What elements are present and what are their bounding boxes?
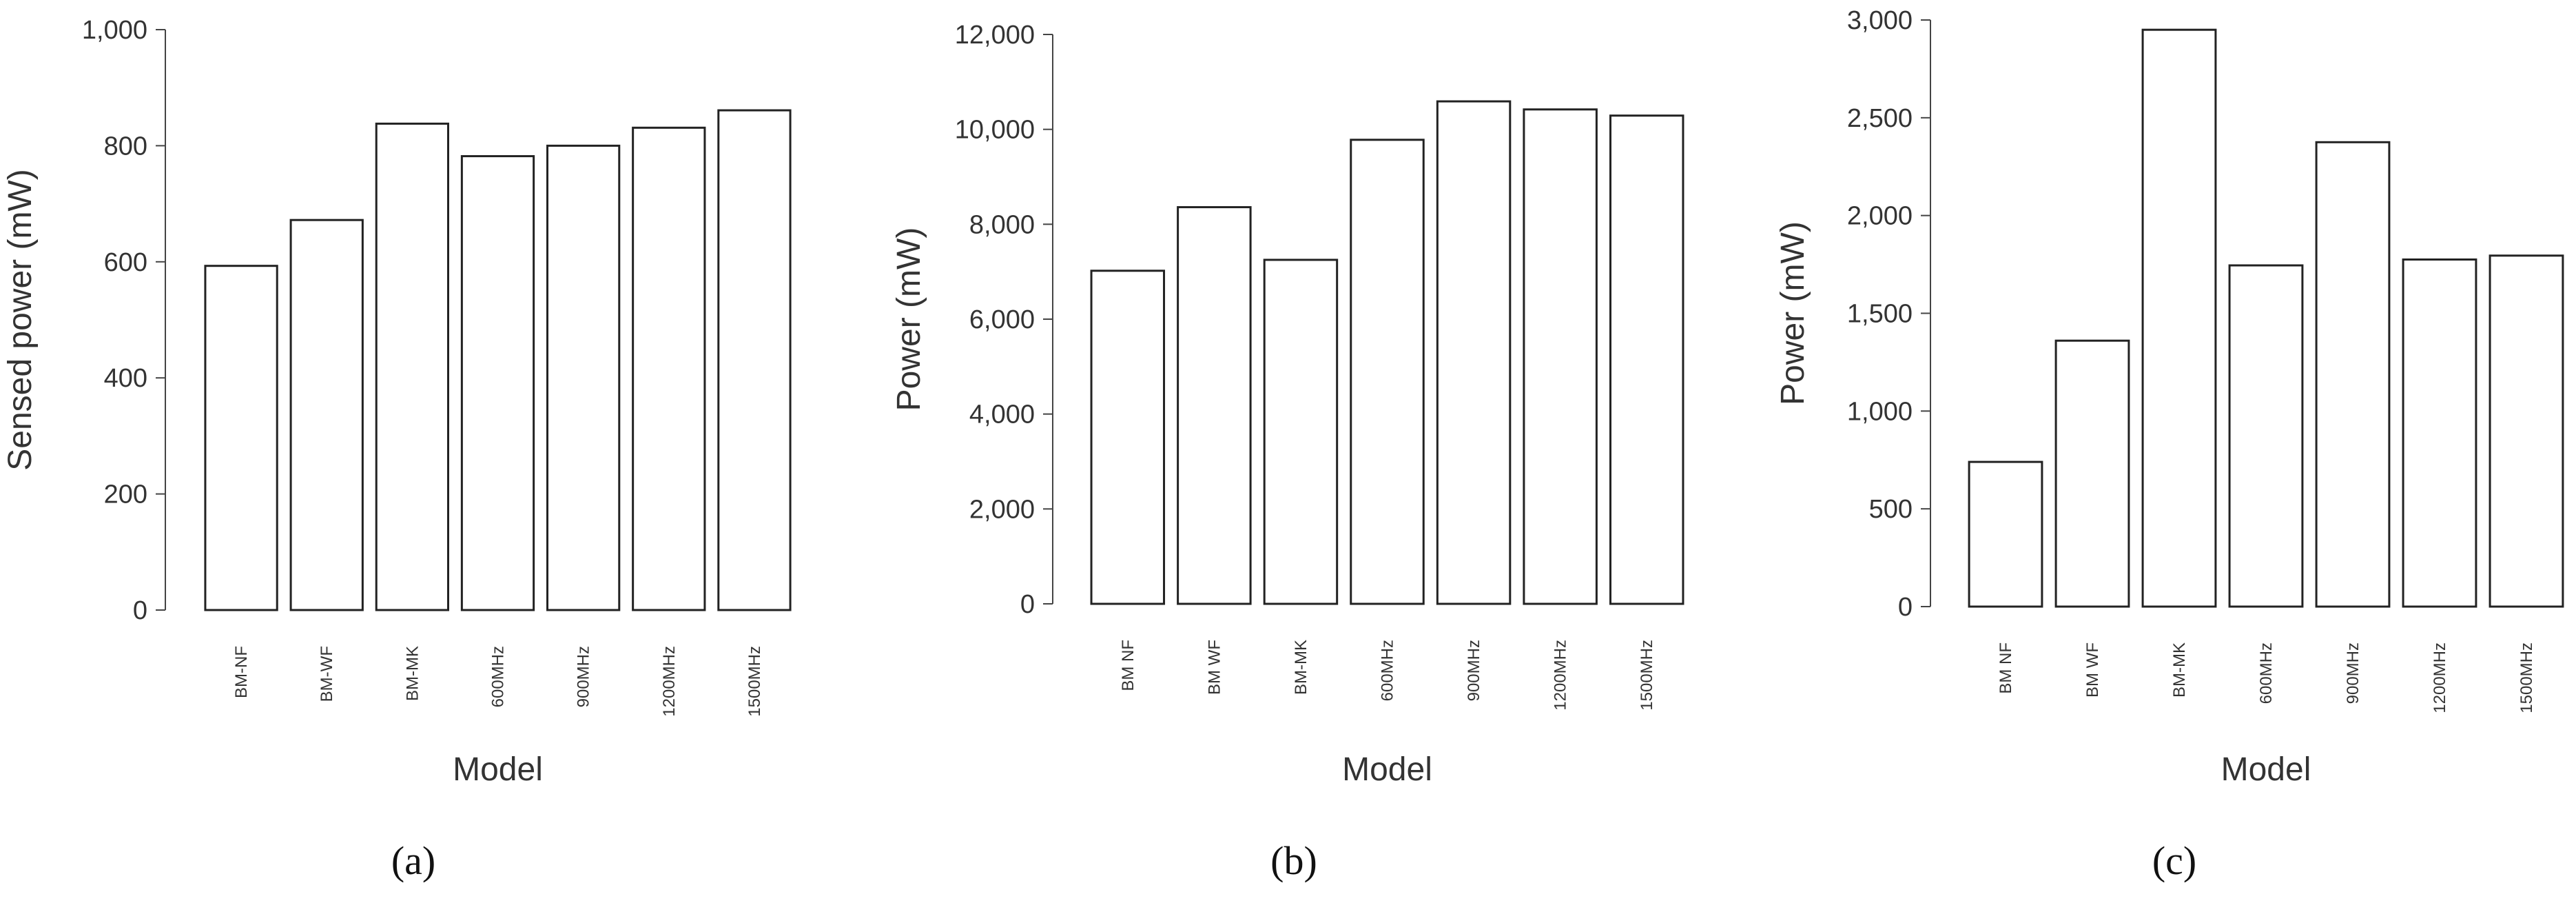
x-tick-label-0-4: 900MHz xyxy=(575,646,593,707)
y-tick-label-1-3: 6,000 xyxy=(969,305,1035,334)
x-tick-label-2-0: BM NF xyxy=(1997,642,2015,694)
y-tick-label-1-1: 2,000 xyxy=(969,495,1035,524)
y-tick-label-2-2: 1,000 xyxy=(1847,397,1913,426)
y-tick-label-0-4: 800 xyxy=(104,132,147,161)
x-tick-label-1-4: 900MHz xyxy=(1465,640,1483,701)
x-tick-label-1-3: 600MHz xyxy=(1379,640,1397,701)
x-tick-label-1-0: BM NF xyxy=(1119,640,1137,691)
x-tick-label-2-2: BM-MK xyxy=(2170,642,2189,698)
chart-panel-2: 0 500 1,000 1,500 2,000 2,500 3,000 BM NF BM WF B… xyxy=(1775,6,2564,883)
bar-2-0 xyxy=(1968,460,2043,608)
y-tick-label-1-2: 4,000 xyxy=(969,400,1035,429)
y-tick-label-1-6: 12,000 xyxy=(955,21,1035,50)
y-tick-label-1-4: 8,000 xyxy=(969,210,1035,239)
y-tick-label-0-0: 0 xyxy=(133,596,147,625)
y-axis-title-1: Power (mW) xyxy=(891,227,927,412)
x-tick-label-0-6: 1500MHz xyxy=(745,646,764,717)
bar-1-5 xyxy=(1523,108,1598,605)
x-tick-label-2-3: 600MHz xyxy=(2257,642,2276,704)
x-tick-label-1-1: BM WF xyxy=(1205,640,1224,695)
x-tick-label-1-5: 1200MHz xyxy=(1552,640,1570,711)
bar-0-6 xyxy=(717,109,792,611)
y-tick-label-0-1: 200 xyxy=(104,480,147,509)
bar-2-5 xyxy=(2402,258,2477,608)
panel-label-2: (c) xyxy=(2152,838,2196,883)
y-tick-label-0-3: 600 xyxy=(104,248,147,277)
x-tick-label-2-5: 1200MHz xyxy=(2431,642,2449,713)
x-axis-title-1: Model xyxy=(1342,751,1432,788)
bar-1-6 xyxy=(1609,114,1684,605)
x-tick-label-0-1: BM-WF xyxy=(318,646,336,702)
panel-label-0: (a) xyxy=(391,838,435,883)
bar-1-3 xyxy=(1350,139,1425,605)
bar-1-4 xyxy=(1436,100,1512,605)
y-tick-label-2-4: 2,000 xyxy=(1847,202,1913,231)
y-tick-label-2-1: 500 xyxy=(1869,495,1913,524)
bar-0-5 xyxy=(632,126,706,611)
chart-panel-0: 0 200 400 600 800 1,000 BM-NF BM-WF BM-MK 600MHz 9… xyxy=(2,16,792,883)
bar-2-2 xyxy=(2141,28,2217,608)
y-tick-label-0-2: 400 xyxy=(104,364,147,393)
x-tick-label-1-2: BM-MK xyxy=(1292,640,1310,695)
bar-0-3 xyxy=(460,155,535,611)
chart-panel-1: 0 2,000 4,000 6,000 8,000 10,000 12,000 BM NF BM… xyxy=(891,21,1684,883)
x-axis-title-2: Model xyxy=(2221,751,2311,788)
x-tick-label-0-2: BM-MK xyxy=(403,646,422,701)
y-axis-title-2: Power (mW) xyxy=(1775,221,1811,405)
bar-1-1 xyxy=(1177,206,1252,605)
y-tick-label-0-5: 1,000 xyxy=(82,16,147,45)
x-tick-label-2-6: 1500MHz xyxy=(2517,642,2536,713)
x-tick-label-0-3: 600MHz xyxy=(489,646,508,707)
y-tick-label-1-0: 0 xyxy=(1020,590,1035,619)
y-axis-title-0: Sensed power (mW) xyxy=(2,169,39,470)
y-tick-label-2-5: 2,500 xyxy=(1847,104,1913,133)
y-tick-label-2-3: 1,500 xyxy=(1847,300,1913,329)
bar-2-3 xyxy=(2228,264,2304,608)
bar-2-4 xyxy=(2315,141,2391,608)
bar-0-4 xyxy=(546,144,621,611)
panel-label-1: (b) xyxy=(1270,838,1317,883)
bar-0-0 xyxy=(204,265,278,611)
x-tick-label-1-6: 1500MHz xyxy=(1638,640,1656,711)
x-tick-label-2-4: 900MHz xyxy=(2344,642,2362,704)
x-axis-title-0: Model xyxy=(453,751,543,788)
bar-0-1 xyxy=(289,219,364,611)
bar-1-2 xyxy=(1263,258,1339,605)
x-tick-label-2-1: BM WF xyxy=(2083,642,2102,698)
bar-0-2 xyxy=(375,122,449,611)
x-tick-label-0-0: BM-NF xyxy=(232,646,251,698)
bar-2-6 xyxy=(2489,254,2564,608)
y-tick-label-2-6: 3,000 xyxy=(1847,6,1913,35)
y-tick-label-1-5: 10,000 xyxy=(955,116,1035,145)
x-tick-label-0-5: 1200MHz xyxy=(660,646,679,717)
y-tick-label-2-0: 0 xyxy=(1898,593,1913,622)
bar-2-1 xyxy=(2054,339,2130,608)
bar-1-0 xyxy=(1090,270,1166,605)
